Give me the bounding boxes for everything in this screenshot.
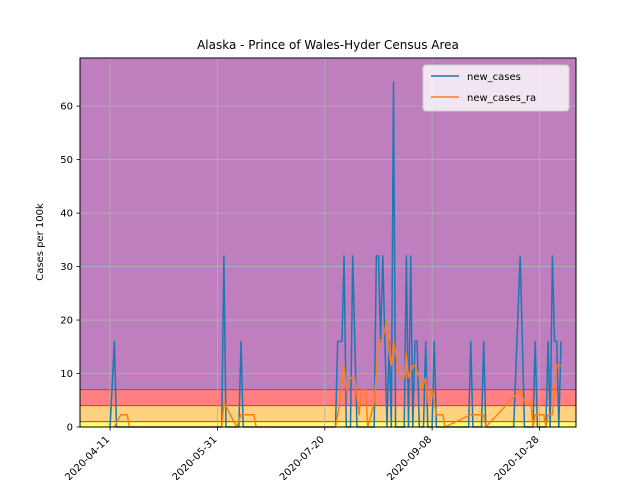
y-tick-label: 40 — [60, 209, 73, 220]
chart-title: Alaska - Prince of Wales-Hyder Census Ar… — [197, 38, 459, 52]
x-tick-label: 2020-09-08 — [385, 434, 434, 480]
risk-bands — [80, 58, 576, 427]
legend-label-new-cases: new_cases — [467, 72, 521, 83]
y-tick-label: 20 — [60, 316, 73, 327]
y-tick-label: 0 — [67, 423, 73, 434]
x-tick-label: 2020-07-20 — [278, 434, 327, 480]
x-axis: 2020-04-11 2020-05-31 2020-07-20 2020-09-08… — [63, 427, 542, 480]
y-tick-label: 50 — [60, 155, 73, 166]
legend-box — [422, 64, 570, 112]
risk-band-0 — [80, 421, 576, 427]
y-tick-label: 60 — [60, 102, 73, 113]
plot-frame — [79, 57, 577, 428]
x-tick-label: 2020-04-11 — [63, 434, 112, 480]
x-tick-label: 2020-05-31 — [171, 434, 220, 480]
y-tick-label: 30 — [60, 262, 73, 273]
x-tick-label: 2020-10-28 — [493, 434, 542, 480]
y-axis: 0 10 20 30 40 50 60 — [60, 102, 80, 434]
y-axis-label: Cases per 100k — [35, 203, 46, 281]
risk-band-3 — [80, 58, 576, 390]
y-tick-label: 10 — [60, 369, 73, 380]
risk-band-1 — [80, 405, 576, 422]
legend-label-new-cases-ra: new_cases_ra — [467, 93, 536, 104]
legend: new_cases new_cases_ra — [422, 64, 570, 112]
risk-band-2 — [80, 389, 576, 406]
